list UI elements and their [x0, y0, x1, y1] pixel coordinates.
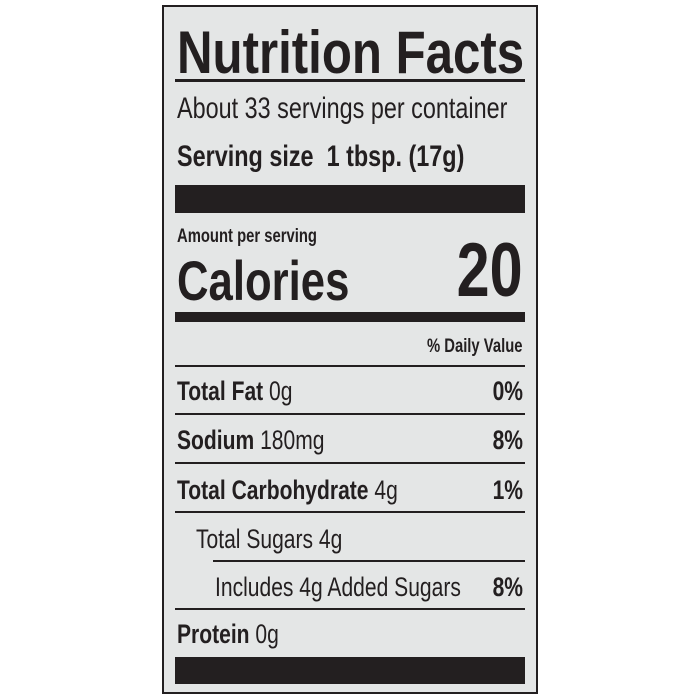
- divider: [175, 608, 525, 610]
- divider: [175, 365, 525, 367]
- label-title: Nutrition Facts: [177, 19, 525, 86]
- divider: [175, 79, 525, 82]
- dv-total-fat: 0%: [492, 376, 523, 406]
- daily-value-header: % Daily Value: [427, 336, 523, 357]
- nutrient-row-total-sugars: Total Sugars 4g: [196, 524, 343, 554]
- serving-size: Serving size 1 tbsp. (17g): [177, 142, 464, 172]
- thick-bar: [175, 185, 525, 213]
- serving-size-value: 1 tbsp. (17g): [326, 140, 465, 173]
- nutrition-facts-label: Nutrition Facts About 33 servings per co…: [162, 5, 538, 694]
- bottom-bar: [175, 657, 525, 684]
- divider: [175, 511, 525, 513]
- dv-total-carbohydrate: 1%: [492, 475, 523, 505]
- nutrient-row-total-fat: Total Fat 0g: [177, 376, 293, 406]
- divider: [175, 413, 525, 415]
- dv-added-sugars: 8%: [492, 572, 523, 602]
- nutrient-row-total-carbohydrate: Total Carbohydrate 4g: [177, 475, 398, 505]
- dv-sodium: 8%: [492, 425, 523, 455]
- serving-size-label: Serving size: [177, 140, 314, 173]
- nutrient-row-added-sugars: Includes 4g Added Sugars: [215, 572, 461, 602]
- divider: [213, 560, 525, 562]
- amount-per-serving: Amount per serving: [177, 226, 317, 247]
- medium-bar: [175, 312, 525, 322]
- servings-per-container: About 33 servings per container: [177, 92, 508, 125]
- nutrient-row-protein: Protein 0g: [177, 619, 279, 649]
- divider: [175, 462, 525, 464]
- calories-label: Calories: [177, 249, 350, 312]
- nutrient-row-sodium: Sodium 180mg: [177, 425, 325, 455]
- calories-value: 20: [457, 228, 523, 313]
